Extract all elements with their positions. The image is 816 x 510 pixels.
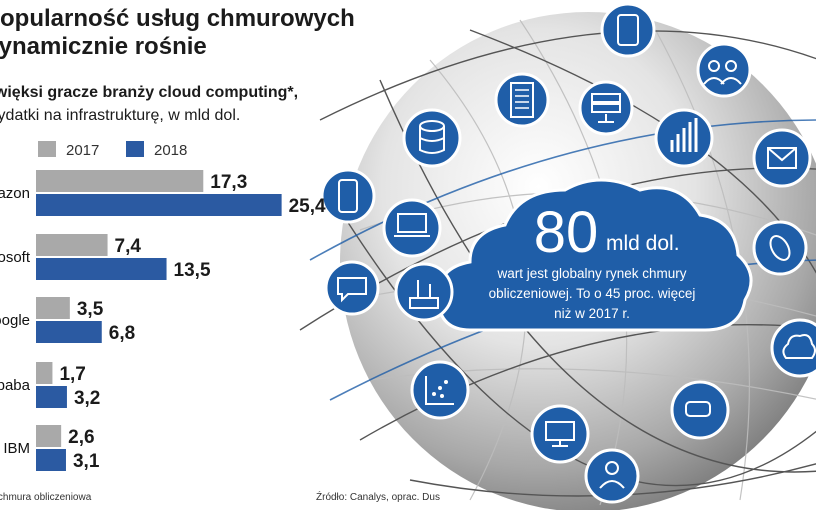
source-note: Źródło: Canalys, oprac. Dus xyxy=(316,490,440,503)
vr-headset-icon xyxy=(670,380,730,440)
chart-title-line1: Popularność usług chmurowych xyxy=(0,5,355,32)
link-icon xyxy=(752,220,808,276)
mail-icon xyxy=(752,128,812,188)
category-label-amazon: Amazon xyxy=(0,185,30,202)
monitor-icon xyxy=(530,404,590,464)
chat-icon xyxy=(324,260,380,316)
laptop-icon xyxy=(382,198,442,258)
legend-swatch-2018 xyxy=(126,141,144,157)
legend-label-2018: 2018 xyxy=(154,142,187,159)
cloud-text-line2: obliczeniowej. To o 45 proc. więcej xyxy=(489,286,696,301)
bar-chart: Amazon 17,3 25,4 Microsoft 7,4 13,5 Google 3,56… xyxy=(0,170,326,472)
cloud-text-line3: niż w 2017 r. xyxy=(554,306,630,321)
bar-chart-icon xyxy=(654,108,714,168)
user-icon xyxy=(584,448,640,504)
category-label-ibm: IBM xyxy=(3,440,30,457)
value-label-microsoft-2017: 7,4 xyxy=(115,236,142,257)
server-icon xyxy=(578,80,634,136)
value-label-amazon-2017: 17,3 xyxy=(210,172,247,193)
value-label-alibaba-2017: 1,7 xyxy=(59,364,85,385)
bar-amazon-2017 xyxy=(36,170,204,192)
legend: 2017 2018 xyxy=(38,141,187,159)
value-label-amazon-2018: 25,4 xyxy=(289,196,326,217)
bar-microsoft-2017 xyxy=(36,234,108,256)
bar-alibaba-2017 xyxy=(36,362,53,384)
cloud-text-line1: wart jest globalny rynek chmury xyxy=(496,266,686,281)
bar-ibm-2018 xyxy=(36,449,66,471)
cloud-callout xyxy=(436,178,753,332)
smartphone-icon xyxy=(320,168,376,224)
database-icon xyxy=(402,108,462,168)
users-icon xyxy=(696,42,752,98)
cloud-icon xyxy=(770,318,816,378)
value-label-ibm-2017: 2,6 xyxy=(68,427,94,448)
cloud-big-number: 80 xyxy=(534,200,599,265)
bar-alibaba-2018 xyxy=(36,386,67,408)
value-label-ibm-2018: 3,1 xyxy=(73,451,100,472)
bar-amazon-2018 xyxy=(36,194,282,216)
chart-title-line2: dynamicznie rośnie xyxy=(0,33,207,60)
legend-swatch-2017 xyxy=(38,141,56,157)
tablet-icon xyxy=(600,2,656,58)
bar-google-2018 xyxy=(36,321,102,343)
value-label-microsoft-2018: 13,5 xyxy=(174,260,211,281)
server-rack-icon xyxy=(494,72,550,128)
bar-google-2017 xyxy=(36,297,70,319)
category-label-google: Google xyxy=(0,312,30,329)
value-label-google-2017: 3,5 xyxy=(77,299,104,320)
footnote: *chmura obliczeniowa xyxy=(0,492,92,503)
subtitle-line2: wydatki na infrastrukturę, w mld dol. xyxy=(0,107,240,124)
scatter-chart-icon xyxy=(410,360,470,420)
category-label-alibaba: Alibaba xyxy=(0,377,31,394)
bar-ibm-2017 xyxy=(36,425,62,447)
subtitle-line1: Najwięksi gracze branży cloud computing*… xyxy=(0,84,298,101)
bar-microsoft-2018 xyxy=(36,258,167,280)
value-label-google-2018: 6,8 xyxy=(109,323,135,344)
value-label-alibaba-2018: 3,2 xyxy=(74,388,100,409)
category-label-microsoft: Microsoft xyxy=(0,249,31,266)
legend-label-2017: 2017 xyxy=(66,142,99,159)
cloud-unit: mld dol. xyxy=(606,232,680,255)
router-icon xyxy=(394,262,454,322)
